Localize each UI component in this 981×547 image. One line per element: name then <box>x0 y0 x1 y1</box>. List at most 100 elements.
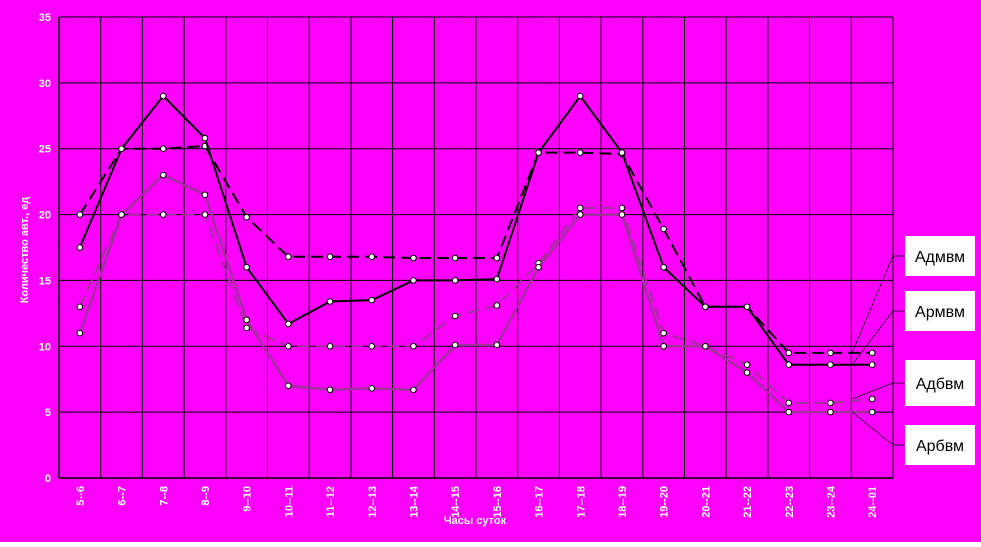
x-axis-label: Часы суток <box>444 515 507 527</box>
point <box>285 320 292 328</box>
point <box>660 225 667 233</box>
point <box>243 213 250 221</box>
x-tick-label: 10--11 <box>283 486 295 517</box>
point <box>660 329 667 337</box>
point <box>410 342 417 350</box>
series-line <box>78 206 873 404</box>
point <box>451 277 459 284</box>
point <box>243 263 250 271</box>
point <box>827 399 834 407</box>
point <box>243 316 250 324</box>
x-tick-label: 8--9 <box>200 486 212 506</box>
x-tick-label: 6--7 <box>117 486 129 506</box>
point <box>743 369 751 376</box>
callout-line <box>851 310 905 365</box>
point <box>868 361 876 369</box>
point <box>660 263 667 271</box>
y-tick-label: 30 <box>39 78 51 90</box>
point <box>493 275 501 283</box>
point <box>326 386 334 394</box>
point <box>76 303 84 311</box>
point <box>326 298 334 305</box>
point <box>285 382 292 390</box>
callout-line <box>851 255 905 354</box>
x-tick-label: 7--8 <box>158 486 170 506</box>
point <box>118 145 125 153</box>
legend-label: Адбвм <box>916 376 965 393</box>
point <box>201 134 209 142</box>
x-tick-label: 12--13 <box>367 486 379 518</box>
point <box>410 386 417 394</box>
point <box>159 171 167 179</box>
y-tick-label: 5 <box>45 407 51 419</box>
point <box>326 253 334 261</box>
point <box>201 211 209 218</box>
legend-label: Арбвм <box>916 438 964 455</box>
point <box>868 349 876 357</box>
x-tick-label: 20--21 <box>700 486 712 518</box>
legend-box <box>905 236 975 276</box>
point <box>576 204 584 212</box>
point <box>76 211 84 218</box>
point <box>159 211 167 218</box>
callout-line <box>851 411 905 446</box>
point <box>159 145 167 153</box>
x-tick-label: 9--10 <box>242 486 254 512</box>
y-tick-label: 25 <box>39 144 51 156</box>
callout-line <box>852 382 905 400</box>
x-tick-label: 17--18 <box>575 486 587 518</box>
x-tick-label: 14--15 <box>450 486 462 518</box>
point <box>493 254 501 262</box>
x-tick-label: 24--01 <box>867 486 879 518</box>
point <box>368 342 376 350</box>
point <box>618 204 626 212</box>
y-tick-label: 10 <box>39 341 51 353</box>
x-tick-label: 11--12 <box>325 486 337 517</box>
point <box>743 303 751 311</box>
x-tick-label: 13--14 <box>408 485 420 518</box>
point <box>285 342 292 350</box>
series-line <box>79 145 873 354</box>
point <box>410 277 417 284</box>
point <box>868 395 876 403</box>
series-line <box>78 94 873 366</box>
point <box>326 342 334 350</box>
point <box>493 341 501 349</box>
point <box>535 263 542 271</box>
x-tick-label: 21--22 <box>742 486 754 518</box>
point <box>368 253 376 261</box>
x-tick-label: 22--23 <box>784 486 796 518</box>
point <box>785 408 793 416</box>
x-tick-label: 16--17 <box>534 486 546 518</box>
y-axis-label: Количество авт., ед <box>19 197 31 304</box>
point <box>785 349 793 357</box>
point <box>660 342 667 350</box>
point <box>159 92 167 100</box>
point <box>118 211 125 218</box>
point <box>451 312 459 320</box>
x-tick-label: 19--20 <box>659 486 671 518</box>
legend-box <box>905 425 975 465</box>
point <box>201 191 209 199</box>
legend-label: Адмвм <box>915 249 965 266</box>
point <box>785 361 793 369</box>
point <box>76 244 84 251</box>
y-tick-label: 0 <box>45 473 51 485</box>
point <box>743 361 751 369</box>
point <box>451 341 459 349</box>
point <box>702 342 709 350</box>
point <box>785 399 793 407</box>
series-line <box>78 173 873 414</box>
point <box>243 324 250 332</box>
point <box>576 211 584 218</box>
y-tick-label: 20 <box>39 210 51 222</box>
point <box>618 211 626 218</box>
point <box>702 303 709 311</box>
point <box>576 92 584 100</box>
x-tick-label: 5--6 <box>75 486 87 506</box>
legend-label: Армвм <box>915 304 965 321</box>
point <box>868 408 876 416</box>
x-tick-label: 15--16 <box>492 486 504 518</box>
